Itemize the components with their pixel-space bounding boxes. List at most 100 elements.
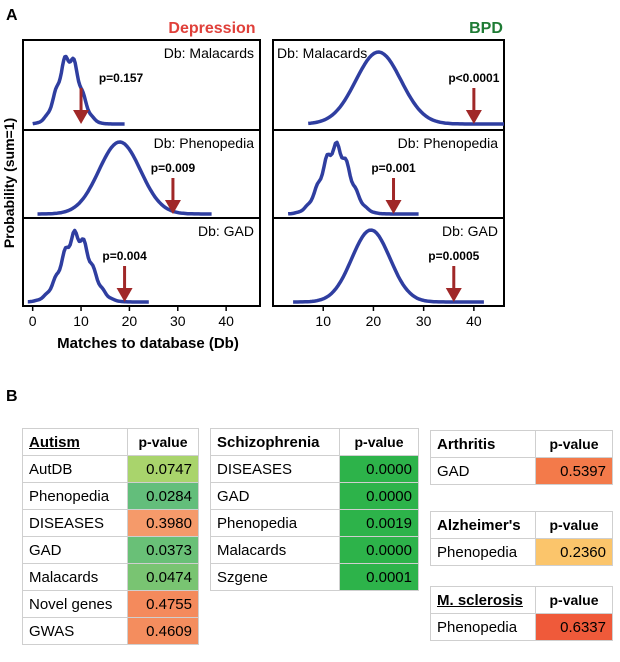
x-tick-label-1-3: 40 — [466, 313, 482, 329]
arthritis-title: Arthritis — [430, 430, 536, 458]
p-value-cell: 0.6337 — [535, 613, 613, 641]
table-header-row: Arthritis p-value — [430, 430, 613, 458]
distribution-curve-0-0 — [32, 54, 126, 126]
db-label-0-2: Db: GAD — [198, 223, 254, 239]
p-value-cell: 0.2360 — [535, 538, 613, 566]
database-name: DISEASES — [22, 509, 128, 537]
p-value-label-1-1: p=0.001 — [371, 161, 416, 175]
database-name: AutDB — [22, 455, 128, 483]
table-header-row: Alzheimer's p-value — [430, 511, 613, 539]
p-value-cell: 0.5397 — [535, 457, 613, 485]
database-name: Szgene — [210, 563, 340, 591]
table-header-row: M. sclerosis p-value — [430, 586, 613, 614]
database-name: GAD — [22, 536, 128, 564]
db-label-0-1: Db: Phenopedia — [154, 135, 255, 151]
table-row: Malacards 0.0000 — [210, 536, 419, 564]
observed-arrow-head-1-1 — [385, 200, 402, 214]
autism-pvalue-header: p-value — [127, 428, 199, 456]
db-label-1-1: Db: Phenopedia — [398, 135, 499, 151]
frame-1 — [272, 39, 505, 307]
table-header-row: Autism p-value — [22, 428, 199, 456]
database-name: Malacards — [22, 563, 128, 591]
ms-title: M. sclerosis — [430, 586, 536, 614]
database-name: Phenopedia — [210, 509, 340, 537]
p-value-label-1-2: p=0.0005 — [428, 249, 479, 263]
db-label-1-0: Db: Malacards — [277, 45, 367, 61]
database-name: GAD — [210, 482, 340, 510]
frame-0 — [22, 39, 261, 307]
distribution-curve-1-2 — [293, 228, 484, 304]
p-value-cell: 0.0019 — [339, 509, 419, 537]
distribution-curve-1-1 — [287, 140, 419, 216]
p-value-cell: 0.0373 — [127, 536, 199, 564]
p-value-cell: 0.0000 — [339, 482, 419, 510]
panel-a-label: A — [6, 7, 18, 24]
p-value-cell: 0.0000 — [339, 455, 419, 483]
database-name: Phenopedia — [22, 482, 128, 510]
table-row: Phenopedia 0.2360 — [430, 538, 613, 566]
depression-title: Depression — [168, 20, 255, 37]
database-name: Phenopedia — [430, 538, 536, 566]
observed-arrow-head-0-2 — [116, 288, 133, 302]
table-row: Novel genes 0.4755 — [22, 590, 199, 618]
observed-arrow-head-0-0 — [73, 110, 90, 124]
autism-title: Autism — [22, 428, 128, 456]
alzheimers-table: Alzheimer's p-value Phenopedia 0.2360 — [430, 511, 613, 566]
p-value-cell: 0.0747 — [127, 455, 199, 483]
observed-arrow-head-1-0 — [465, 110, 482, 124]
arthritis-table: Arthritis p-value GAD 0.5397 — [430, 430, 613, 485]
db-label-0-0: Db: Malacards — [164, 45, 254, 61]
table-row: Szgene 0.0001 — [210, 563, 419, 591]
schizophrenia-title: Schizophrenia — [210, 428, 340, 456]
schizophrenia-pvalue-header: p-value — [339, 428, 419, 456]
x-tick-label-0-4: 40 — [218, 313, 234, 329]
p-value-label-0-2: p=0.004 — [102, 249, 147, 263]
p-value-cell: 0.3980 — [127, 509, 199, 537]
x-tick-label-0-2: 20 — [122, 313, 138, 329]
observed-arrow-head-0-1 — [164, 200, 181, 214]
db-label-1-2: Db: GAD — [442, 223, 498, 239]
table-row: DISEASES 0.3980 — [22, 509, 199, 537]
bpd-title: BPD — [469, 20, 503, 37]
observed-arrow-head-1-2 — [445, 288, 462, 302]
ms-table: M. sclerosis p-value Phenopedia 0.6337 — [430, 586, 613, 641]
database-name: GAD — [430, 457, 536, 485]
schizophrenia-table: Schizophrenia p-value DISEASES 0.0000 GAD 0.0… — [210, 428, 419, 591]
table-row: GAD 0.0373 — [22, 536, 199, 564]
table-row: Malacards 0.0474 — [22, 563, 199, 591]
table-row: AutDB 0.0747 — [22, 455, 199, 483]
table-row: GAD 0.5397 — [430, 457, 613, 485]
table-row: DISEASES 0.0000 — [210, 455, 419, 483]
table-row: Phenopedia 0.0019 — [210, 509, 419, 537]
y-axis-label: Probability (sum=1) — [1, 118, 17, 248]
distribution-figure: A Depression BPD Probability (sum=1) Mat… — [1, 7, 505, 352]
distribution-curve-1-0 — [308, 50, 504, 126]
autism-table: Autism p-value AutDB 0.0747 Phenopedia 0.0284… — [22, 428, 199, 645]
p-value-cell: 0.0000 — [339, 536, 419, 564]
table-row: Phenopedia 0.0284 — [22, 482, 199, 510]
table-header-row: Schizophrenia p-value — [210, 428, 419, 456]
x-tick-label-1-1: 20 — [366, 313, 382, 329]
p-value-cell: 0.0474 — [127, 563, 199, 591]
table-row: GWAS 0.4609 — [22, 617, 199, 645]
x-tick-label-1-2: 30 — [416, 313, 432, 329]
x-tick-label-0-0: 0 — [29, 313, 37, 329]
p-value-label-1-0: p<0.0001 — [448, 71, 499, 85]
p-value-label-0-0: p=0.157 — [99, 71, 144, 85]
p-value-label-0-1: p=0.009 — [151, 161, 196, 175]
p-value-cell: 0.0001 — [339, 563, 419, 591]
x-tick-label-0-1: 10 — [73, 313, 89, 329]
x-tick-label-1-0: 10 — [315, 313, 331, 329]
p-value-cell: 0.4755 — [127, 590, 199, 618]
database-name: DISEASES — [210, 455, 340, 483]
distribution-curve-0-1 — [37, 140, 212, 216]
x-tick-label-0-3: 30 — [170, 313, 186, 329]
database-name: Malacards — [210, 536, 340, 564]
table-row: Phenopedia 0.6337 — [430, 613, 613, 641]
p-value-cell: 0.4609 — [127, 617, 199, 645]
database-name: Phenopedia — [430, 613, 536, 641]
ms-pvalue-header: p-value — [535, 586, 613, 614]
alzheimers-title: Alzheimer's — [430, 511, 536, 539]
distribution-curve-0-2 — [27, 228, 149, 304]
p-value-cell: 0.0284 — [127, 482, 199, 510]
